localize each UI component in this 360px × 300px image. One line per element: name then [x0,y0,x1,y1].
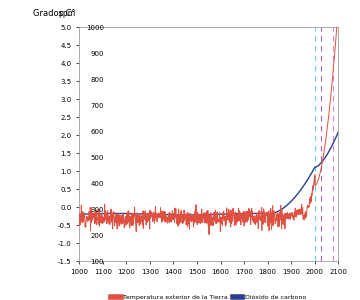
Text: ppm: ppm [58,9,76,18]
Legend: Temperatura exterior de la Tierra, Dióxido de carbono: Temperatura exterior de la Tierra, Dióxi… [109,292,309,300]
Text: Grados C°: Grados C° [32,9,75,18]
